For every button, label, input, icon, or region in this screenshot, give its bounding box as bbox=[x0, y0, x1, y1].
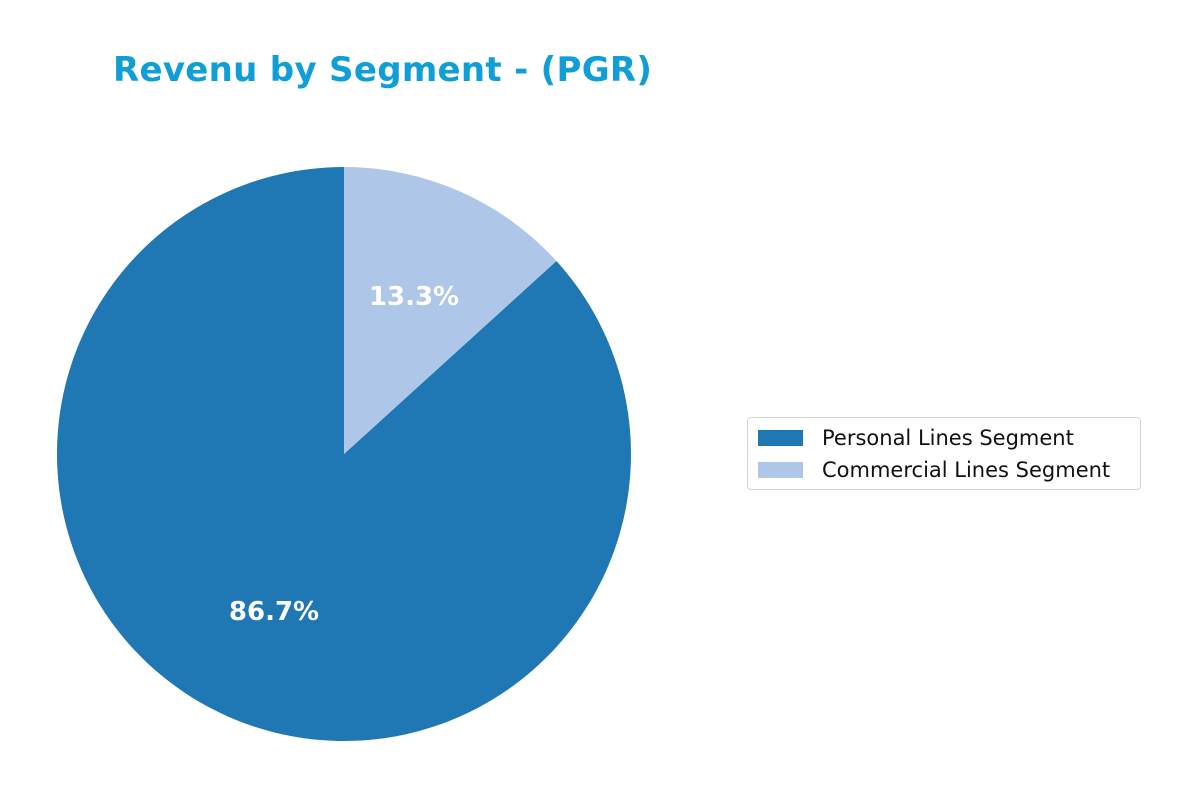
legend-item-personal-lines: Personal Lines Segment bbox=[758, 423, 1074, 453]
legend-label: Personal Lines Segment bbox=[822, 426, 1074, 450]
pie-slice-personal-lines bbox=[56, 167, 631, 742]
slice-label-personal: 86.7% bbox=[229, 597, 319, 627]
legend: Personal Lines Segment Commercial Lines … bbox=[747, 417, 1141, 490]
legend-swatch-personal bbox=[758, 430, 803, 446]
legend-swatch-commercial bbox=[758, 462, 803, 478]
slice-label-commercial: 13.3% bbox=[369, 282, 459, 312]
legend-item-commercial-lines: Commercial Lines Segment bbox=[758, 455, 1110, 485]
legend-label: Commercial Lines Segment bbox=[822, 458, 1111, 482]
chart-title: Revenu by Segment - (PGR) bbox=[113, 50, 653, 90]
pie-slice-commercial-lines bbox=[344, 167, 557, 454]
